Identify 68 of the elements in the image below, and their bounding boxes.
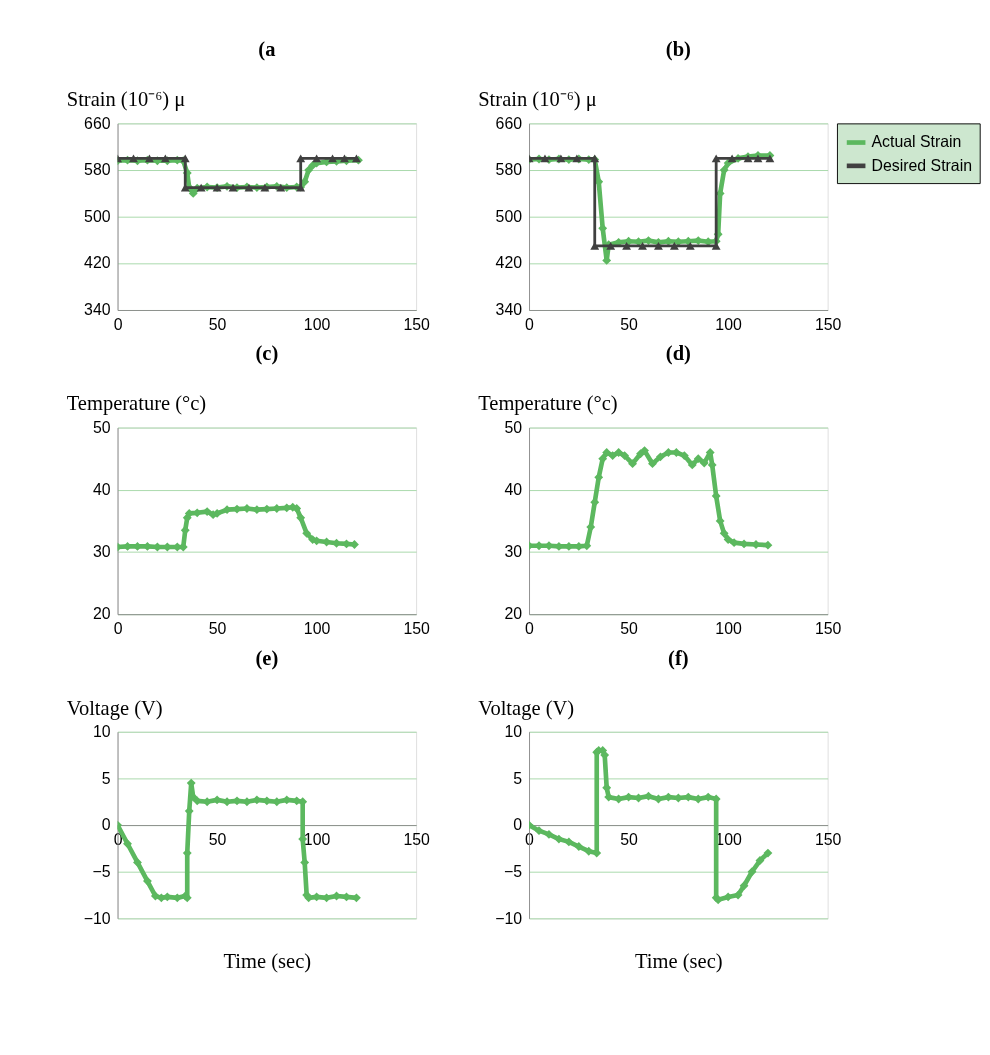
y-tick-label: 30: [504, 543, 523, 561]
x-tick-label: 50: [620, 316, 639, 334]
x-tick-label: 0: [525, 620, 535, 638]
y-tick-label: 20: [92, 605, 111, 623]
y-tick-label: 580: [84, 161, 111, 179]
y-axis-title: Strain (10⁻⁶) μ: [66, 88, 186, 112]
x-tick-label: 150: [814, 316, 842, 334]
y-tick-label: 0: [513, 816, 523, 834]
y-tick-label: 580: [495, 161, 523, 179]
y-tick-label: 5: [101, 769, 111, 787]
x-tick-label: 100: [303, 831, 331, 849]
y-tick-label: 340: [495, 301, 523, 319]
x-tick-label: 150: [403, 316, 431, 334]
x-tick-label: 150: [403, 620, 431, 638]
y-tick-label: 50: [504, 418, 523, 436]
y-tick-label: 10: [504, 722, 523, 740]
x-tick-label: 150: [814, 620, 842, 638]
x-tick-label: 100: [715, 831, 742, 849]
y-tick-label: 420: [495, 254, 523, 272]
y-tick-label: 500: [84, 207, 111, 225]
x-tick-label: 0: [525, 316, 535, 334]
x-tick-label: 0: [113, 316, 123, 334]
x-tick-label: 100: [715, 620, 742, 638]
y-tick-label: 5: [513, 769, 523, 787]
chart-title: (e): [255, 646, 279, 670]
y-tick-label: 660: [495, 114, 523, 132]
y-axis-title: Strain (10⁻⁶) μ: [478, 88, 597, 112]
x-tick-label: 0: [525, 831, 535, 849]
y-tick-label: 50: [92, 418, 111, 436]
y-axis-title: Voltage (V): [478, 696, 575, 720]
y-tick-label: −5: [92, 862, 111, 880]
y-axis-title: Temperature (°c): [66, 392, 207, 416]
y-tick-label: 10: [92, 722, 111, 740]
x-tick-label: 150: [814, 831, 842, 849]
y-tick-label: 40: [504, 480, 523, 498]
x-axis-title: Time (sec): [223, 950, 312, 974]
x-tick-label: 50: [620, 831, 639, 849]
y-tick-label: −10: [83, 909, 111, 927]
chart-title: (f): [668, 646, 689, 670]
chart-title: (a: [258, 38, 276, 62]
x-tick-label: 50: [208, 316, 227, 334]
x-tick-label: 0: [113, 620, 123, 638]
y-tick-label: 420: [84, 254, 111, 272]
x-tick-label: 100: [715, 316, 742, 334]
y-tick-label: 30: [92, 543, 111, 561]
chart-title: (b): [665, 38, 691, 62]
x-axis-title: Time (sec): [635, 950, 723, 974]
y-tick-label: 20: [504, 605, 523, 623]
legend-label: Desired Strain: [871, 156, 972, 174]
x-tick-label: 0: [113, 831, 123, 849]
x-tick-label: 50: [620, 620, 639, 638]
x-tick-label: 50: [208, 620, 227, 638]
x-tick-label: 100: [303, 620, 331, 638]
y-tick-label: 40: [92, 480, 111, 498]
chart-title: (d): [665, 342, 691, 366]
x-tick-label: 50: [208, 831, 227, 849]
y-axis-title: Voltage (V): [66, 696, 163, 720]
y-tick-label: −5: [503, 862, 523, 880]
x-tick-label: 150: [403, 831, 431, 849]
y-tick-label: −10: [495, 909, 523, 927]
y-tick-label: 660: [84, 114, 111, 132]
y-tick-label: 500: [495, 207, 523, 225]
chart-title: (c): [255, 342, 279, 366]
y-tick-label: 340: [84, 301, 111, 319]
y-axis-title: Temperature (°c): [478, 392, 618, 416]
legend-label: Actual Strain: [871, 133, 962, 151]
x-tick-label: 100: [303, 316, 331, 334]
y-tick-label: 0: [101, 816, 111, 834]
